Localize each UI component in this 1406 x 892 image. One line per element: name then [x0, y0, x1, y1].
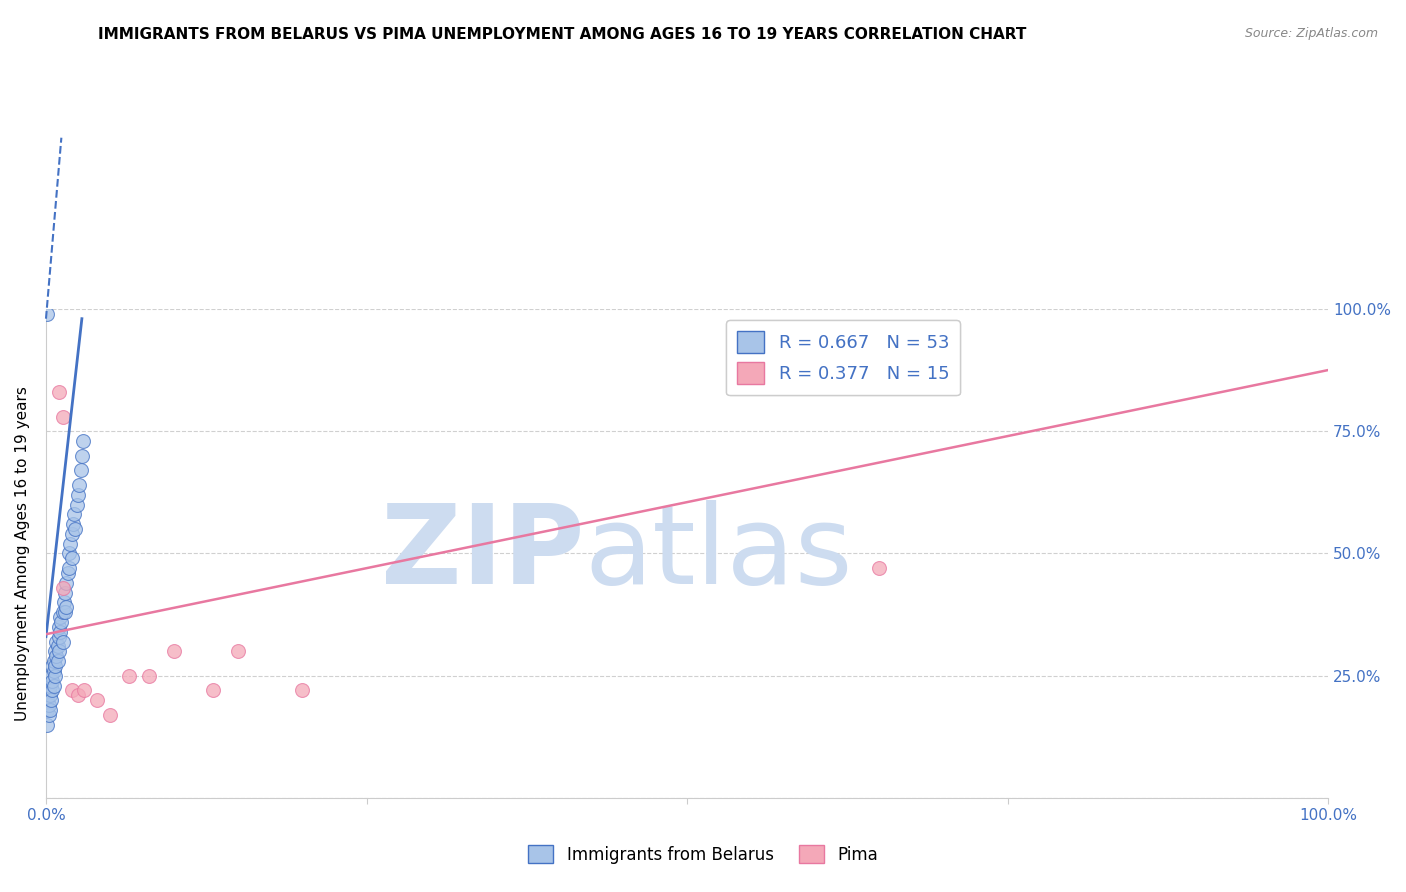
Point: [48, 630, 70, 644]
Point: [868, 561, 890, 575]
Point: [56, 566, 79, 580]
Point: [72, 434, 94, 448]
Point: [291, 683, 314, 698]
Text: IMMIGRANTS FROM BELARUS VS PIMA UNEMPLOYMENT AMONG AGES 16 TO 19 YEARS CORRELATI: IMMIGRANTS FROM BELARUS VS PIMA UNEMPLOY…: [98, 27, 1026, 42]
Point: [44, 644, 66, 658]
Point: [39, 669, 62, 683]
Point: [86, 693, 108, 707]
Point: [73, 683, 96, 698]
Point: [53, 585, 76, 599]
Point: [60, 551, 83, 566]
Point: [42, 679, 65, 693]
Text: ZIP: ZIP: [381, 500, 585, 607]
Point: [69, 463, 91, 477]
Point: [46, 654, 69, 668]
Point: [55, 600, 77, 615]
Point: [44, 659, 66, 673]
Text: atlas: atlas: [585, 500, 853, 607]
Point: [66, 689, 89, 703]
Point: [37, 307, 59, 321]
Legend: Immigrants from Belarus, Pima: Immigrants from Belarus, Pima: [522, 838, 884, 871]
Legend: R = 0.667   N = 53, R = 0.377   N = 15: R = 0.667 N = 53, R = 0.377 N = 15: [727, 320, 960, 395]
Text: Source: ZipAtlas.com: Source: ZipAtlas.com: [1244, 27, 1378, 40]
Point: [66, 498, 89, 512]
Point: [53, 605, 76, 619]
Point: [59, 537, 82, 551]
Point: [45, 649, 67, 664]
Point: [58, 561, 80, 575]
Point: [49, 610, 72, 624]
Point: [52, 581, 75, 595]
Point: [38, 707, 60, 722]
Point: [66, 488, 89, 502]
Point: [201, 683, 224, 698]
Point: [38, 698, 60, 712]
Point: [38, 703, 60, 717]
Y-axis label: Unemployment Among Ages 16 to 19 years: Unemployment Among Ages 16 to 19 years: [15, 386, 30, 721]
Point: [60, 683, 83, 698]
Point: [39, 693, 62, 707]
Point: [37, 717, 59, 731]
Point: [52, 595, 75, 609]
Point: [48, 385, 70, 400]
Point: [51, 615, 73, 629]
Point: [226, 644, 249, 658]
Point: [38, 683, 60, 698]
Point: [60, 527, 83, 541]
Point: [118, 669, 141, 683]
Point: [38, 689, 60, 703]
Point: [42, 654, 65, 668]
Point: [46, 640, 69, 654]
Point: [41, 683, 63, 698]
Point: [70, 449, 93, 463]
Point: [138, 669, 160, 683]
Point: [38, 679, 60, 693]
Point: [98, 707, 121, 722]
Point: [52, 634, 75, 648]
Point: [44, 669, 66, 683]
Point: [65, 522, 87, 536]
Point: [48, 620, 70, 634]
Point: [37, 693, 59, 707]
Point: [37, 703, 59, 717]
Point: [62, 517, 84, 532]
Point: [52, 409, 75, 424]
Point: [41, 673, 63, 688]
Point: [67, 478, 90, 492]
Point: [63, 508, 86, 522]
Point: [41, 659, 63, 673]
Point: [55, 575, 77, 590]
Point: [52, 605, 75, 619]
Point: [48, 644, 70, 658]
Point: [45, 634, 67, 648]
Point: [163, 644, 186, 658]
Point: [58, 547, 80, 561]
Point: [42, 664, 65, 678]
Point: [49, 624, 72, 639]
